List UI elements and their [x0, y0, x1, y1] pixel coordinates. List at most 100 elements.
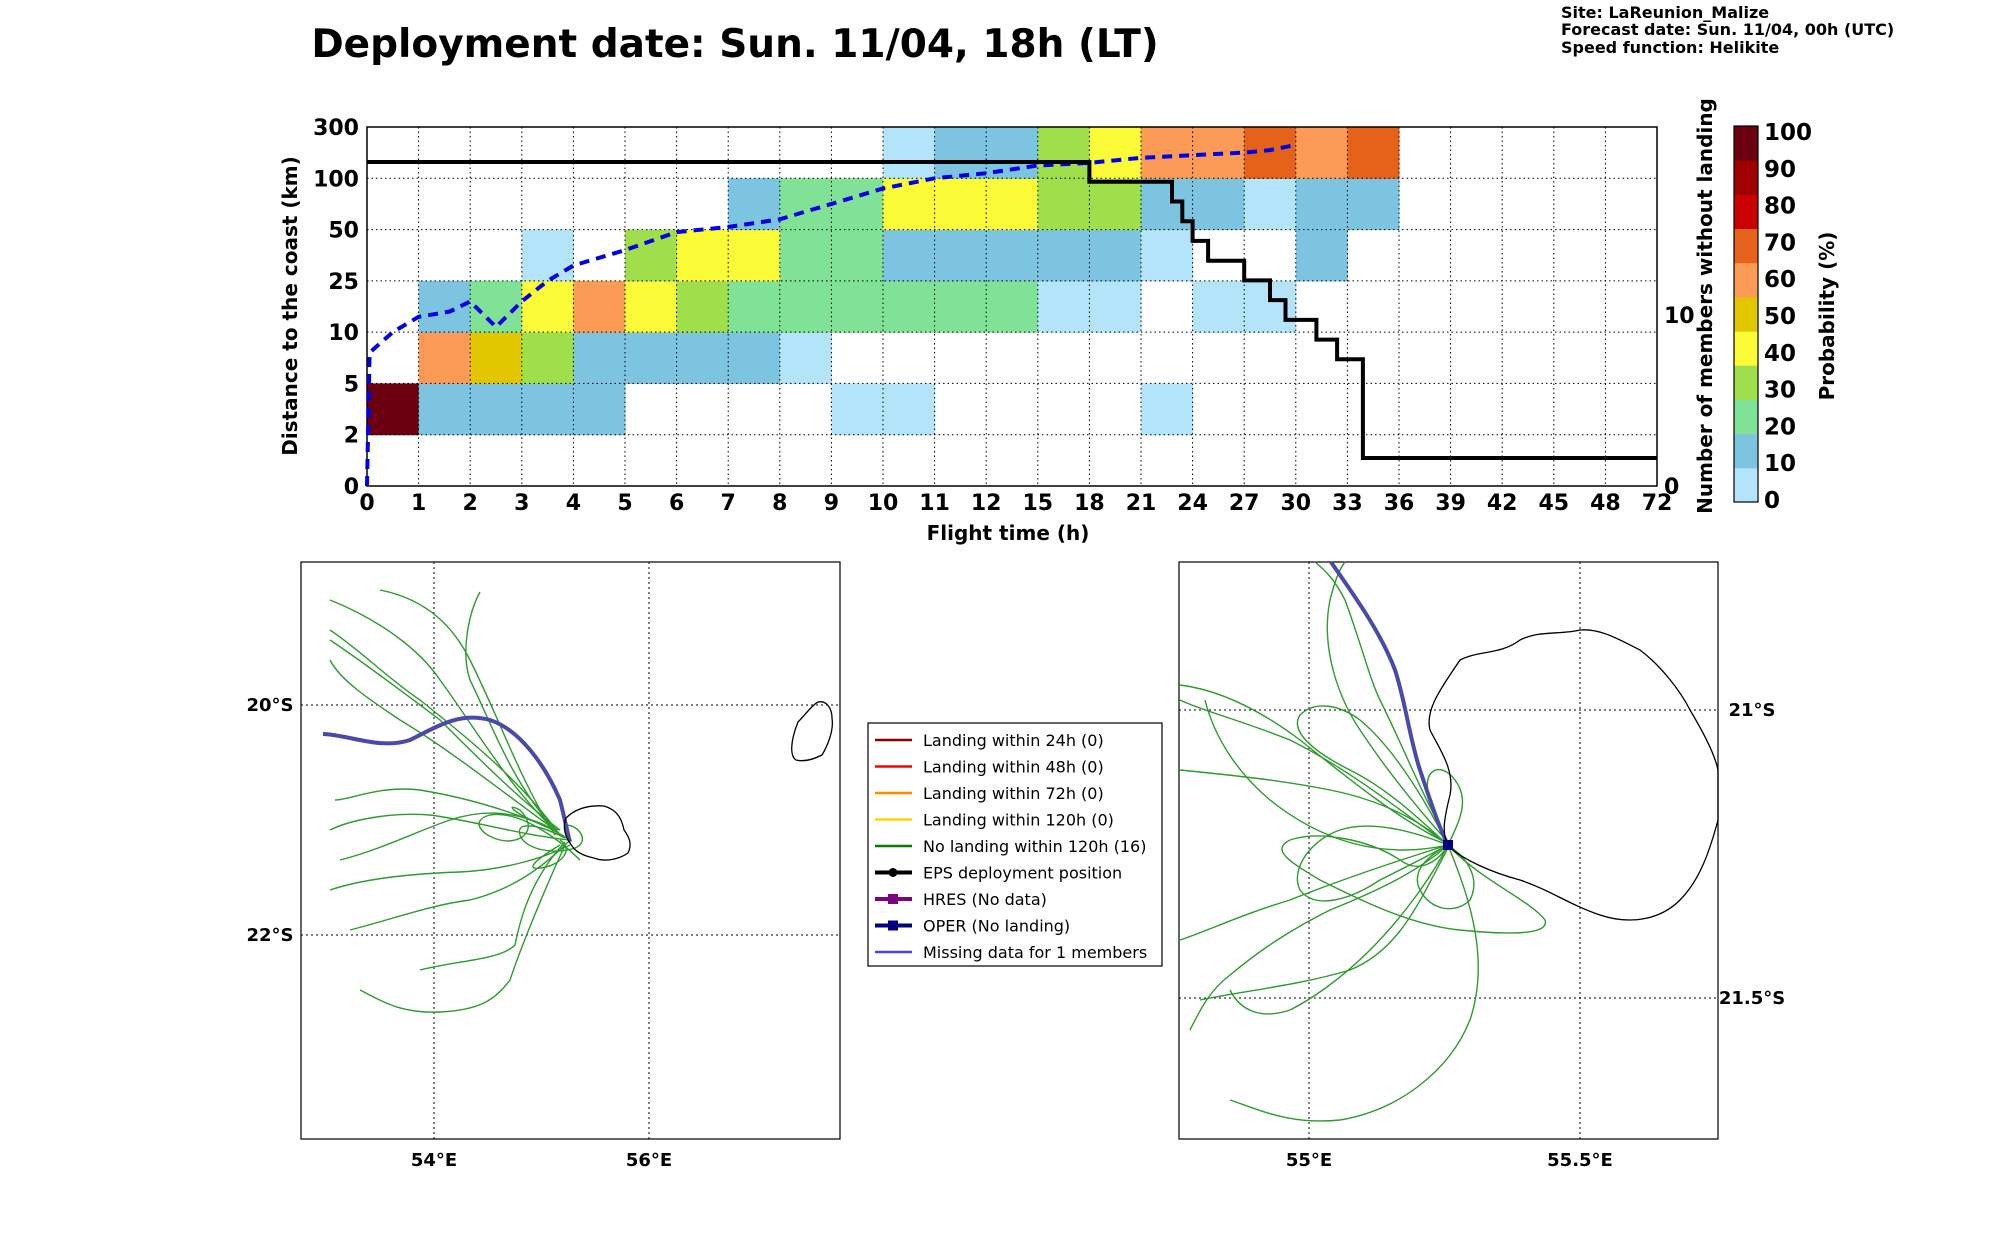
- map-left-ensemble-tracks: [329, 589, 584, 1013]
- track: [349, 841, 569, 931]
- track: [1296, 705, 1449, 846]
- heatmap-cell: [676, 332, 729, 384]
- heatmap-cell: [779, 332, 832, 384]
- heatmap-cell: [883, 127, 936, 179]
- heatmap-cell: [676, 280, 729, 333]
- y-tick-label: 10: [328, 321, 359, 346]
- x-tick-label: 9: [824, 491, 839, 516]
- track: [465, 591, 556, 831]
- x-tick-label: 21: [1126, 491, 1157, 516]
- heatmap-cell: [521, 229, 574, 282]
- legend-marker: [888, 894, 898, 904]
- track: [1229, 844, 1449, 1015]
- x-tick-label: 45: [1538, 491, 1569, 516]
- x-tick-label: 11: [919, 491, 950, 516]
- legend-label: Landing within 72h (0): [923, 784, 1104, 803]
- track: [419, 841, 566, 971]
- heatmap-cell: [831, 229, 884, 282]
- heatmap-cell: [418, 383, 471, 436]
- heatmap-cell: [1141, 383, 1194, 436]
- track: [359, 844, 566, 1013]
- x-tick-label: 7: [721, 491, 736, 516]
- x-tick-label: 5: [617, 491, 632, 516]
- heatmap-cell: [728, 178, 781, 231]
- heatmap-cell: [986, 280, 1039, 333]
- legend-entry: Missing data for 1 members: [875, 943, 1147, 962]
- map-left-island-mauritius: [791, 701, 834, 762]
- legend-entry: No landing within 120h (16): [875, 837, 1146, 856]
- heatmap-cell: [1295, 178, 1348, 231]
- colorbar-label: Probability (%): [1815, 232, 1839, 401]
- legend-label: HRES (No data): [923, 890, 1047, 909]
- colorbar-tick-label: 90: [1764, 157, 1796, 183]
- heatmap-cell: [934, 127, 987, 179]
- oper-deployment-marker: [1443, 840, 1453, 850]
- track: [1189, 844, 1449, 1031]
- track: [532, 839, 567, 869]
- heatmap-cell: [728, 280, 781, 333]
- heatmap-cell: [779, 229, 832, 282]
- x-tick-label: 12: [971, 491, 1002, 516]
- x-tick-label: 3: [514, 491, 529, 516]
- colorbar-swatch: [1734, 433, 1758, 469]
- track: [1416, 844, 1475, 910]
- colorbar-swatch: [1734, 262, 1758, 298]
- x-tick-label: 8: [772, 491, 787, 516]
- y-axis-label: Distance to the coast (km): [278, 156, 302, 456]
- heatmap-cell: [470, 383, 523, 436]
- map-right-lat-label: 21.5°S: [1719, 988, 1785, 1009]
- heatmap-cell: [521, 332, 574, 384]
- y-right-tick-label: 0: [1664, 475, 1679, 500]
- track: [518, 824, 584, 852]
- colorbar: 0 10 20 30 40 50 60 70 80 90 100: [1733, 120, 1812, 514]
- x-tick-label: 15: [1022, 491, 1053, 516]
- track: [478, 806, 581, 861]
- track: [1204, 699, 1449, 851]
- heatmap-cell: [1295, 127, 1348, 179]
- heatmap-cell: [728, 332, 781, 384]
- heatmap-cell: [779, 178, 832, 231]
- map-right-ensemble-tracks: [1179, 561, 1546, 1122]
- heatmap-cell: [831, 280, 884, 333]
- track: [1296, 825, 1449, 902]
- map-left-lon-label: 56°E: [626, 1150, 672, 1171]
- track: [1179, 844, 1449, 941]
- colorbar-tick-label: 10: [1764, 451, 1796, 477]
- heatmap-cell: [1347, 178, 1400, 231]
- map-right-lon-label: 55.5°E: [1547, 1150, 1613, 1171]
- heatmap-cell: [418, 332, 471, 384]
- x-tick-label: 42: [1487, 491, 1518, 516]
- colorbar-tick-label: 100: [1764, 120, 1812, 146]
- x-tick-label: 39: [1435, 491, 1466, 516]
- y-right-axis-label: Number of members without landing: [1693, 98, 1717, 514]
- x-tick-label: 4: [566, 491, 581, 516]
- legend-marker: [888, 920, 898, 931]
- colorbar-swatch: [1734, 365, 1758, 400]
- page-title: Deployment date: Sun. 11/04, 18h (LT): [311, 22, 1158, 67]
- heatmap-cell: [728, 229, 781, 282]
- heatmap-cell: [934, 280, 987, 333]
- legend-label: Landing within 24h (0): [923, 731, 1104, 750]
- y-tick-label: 25: [328, 270, 359, 295]
- y-tick-label: 50: [328, 219, 359, 244]
- heatmap-series: [365, 142, 1657, 487]
- track: [339, 812, 546, 861]
- map-right: 21°S 21.5°S 55°E 55.5°E: [1178, 560, 1785, 1171]
- heatmap-cell: [470, 332, 523, 384]
- colorbar-tick-label: 70: [1764, 230, 1796, 256]
- heatmap-cell: [883, 280, 936, 333]
- heatmap-cell: [1037, 127, 1090, 179]
- y-tick-label: 300: [313, 116, 359, 141]
- heatmap-cell: [1347, 127, 1400, 179]
- legend-label: Missing data for 1 members: [923, 943, 1147, 962]
- map-right-lat-label: 21°S: [1728, 700, 1775, 721]
- colorbar-tick-label: 40: [1764, 341, 1796, 367]
- legend-entry: Landing within 120h (0): [875, 811, 1114, 830]
- heatmap-tick-labels: 0 1 2 3 4 5 6 7 8 9 10 11 12 15 18 21 24 27 30 33 36 39 42 45 48…: [313, 116, 1695, 516]
- heatmap-cell: [883, 383, 936, 436]
- map-left-graticule: [301, 562, 840, 1139]
- heatmap-cell: [625, 332, 678, 384]
- map-left: 20°S 22°S 54°E 56°E: [246, 561, 841, 1171]
- legend-label: EPS deployment position: [923, 864, 1122, 883]
- track: [379, 589, 556, 836]
